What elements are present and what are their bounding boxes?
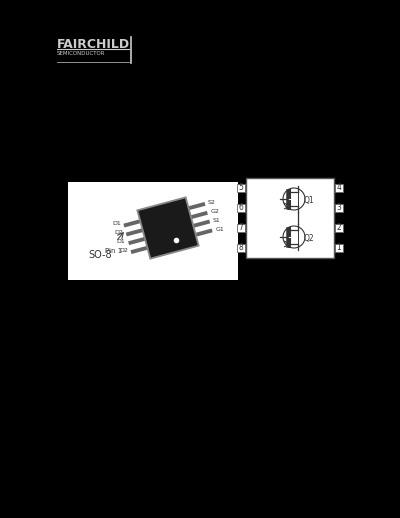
Bar	[335, 224, 343, 232]
Text: SO-8: SO-8	[88, 250, 112, 260]
Bar	[237, 184, 245, 192]
Bar	[335, 244, 343, 252]
Text: 3: 3	[336, 204, 342, 212]
Polygon shape	[137, 197, 199, 258]
Text: 8: 8	[239, 243, 243, 252]
Text: D2: D2	[119, 248, 128, 253]
Text: 2: 2	[337, 223, 341, 233]
Text: D2: D2	[114, 230, 123, 235]
Bar	[237, 224, 245, 232]
Text: 6: 6	[238, 204, 244, 212]
Text: Pin 1: Pin 1	[105, 248, 122, 254]
Text: 7: 7	[238, 223, 244, 233]
Bar	[237, 204, 245, 212]
FancyBboxPatch shape	[68, 182, 238, 280]
Text: 1: 1	[337, 243, 341, 252]
Text: D1: D1	[117, 239, 126, 243]
Bar	[246, 178, 334, 258]
Text: 4: 4	[336, 183, 342, 193]
Bar	[335, 204, 343, 212]
Text: G1: G1	[215, 227, 224, 232]
Text: 5: 5	[238, 183, 244, 193]
Text: S1: S1	[213, 218, 220, 223]
Text: S2: S2	[208, 200, 216, 205]
Text: D1: D1	[112, 221, 121, 226]
Text: Q1: Q1	[304, 196, 315, 206]
Bar	[237, 244, 245, 252]
Text: FAIRCHILD: FAIRCHILD	[57, 38, 130, 51]
Text: G2: G2	[210, 209, 219, 214]
Text: SEMICONDUCTOR: SEMICONDUCTOR	[57, 51, 106, 56]
Text: Q2: Q2	[304, 235, 315, 243]
Bar	[335, 184, 343, 192]
